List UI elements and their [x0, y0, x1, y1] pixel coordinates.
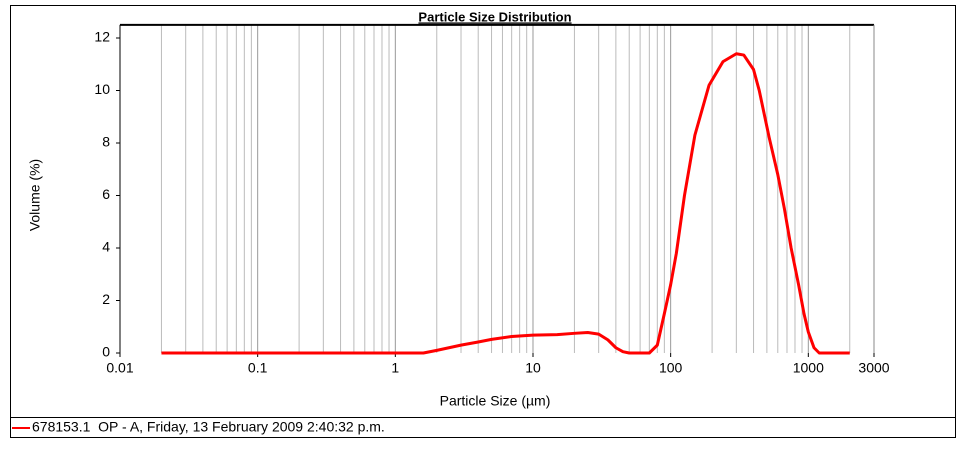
y-tick-label: 10 — [94, 81, 110, 97]
x-tick-label: 100 — [659, 360, 683, 376]
frame — [10, 5, 956, 438]
y-tick-label: 2 — [102, 291, 110, 307]
x-tick-label: 3000 — [858, 360, 889, 376]
data-line — [161, 52, 850, 355]
y-tick-label: 12 — [94, 29, 110, 45]
x-tick-label: 0.1 — [248, 360, 268, 376]
x-axis-label: Particle Size (µm) — [440, 393, 551, 409]
y-tick-label: 8 — [102, 134, 110, 150]
legend-label: 678153.1 OP - A, Friday, 13 February 200… — [32, 419, 385, 435]
x-tick-label: 1000 — [793, 360, 824, 376]
x-tick-label: 1 — [391, 360, 399, 376]
chart-title: Particle Size Distribution — [418, 9, 571, 24]
y-axis-label: Volume (%) — [27, 159, 43, 231]
x-tick-label: 10 — [525, 360, 541, 376]
y-tick-label: 6 — [102, 186, 110, 202]
y-tick-label: 4 — [102, 239, 110, 255]
y-tick-label: 0 — [102, 344, 110, 360]
x-tick-label: 0.01 — [106, 360, 133, 376]
